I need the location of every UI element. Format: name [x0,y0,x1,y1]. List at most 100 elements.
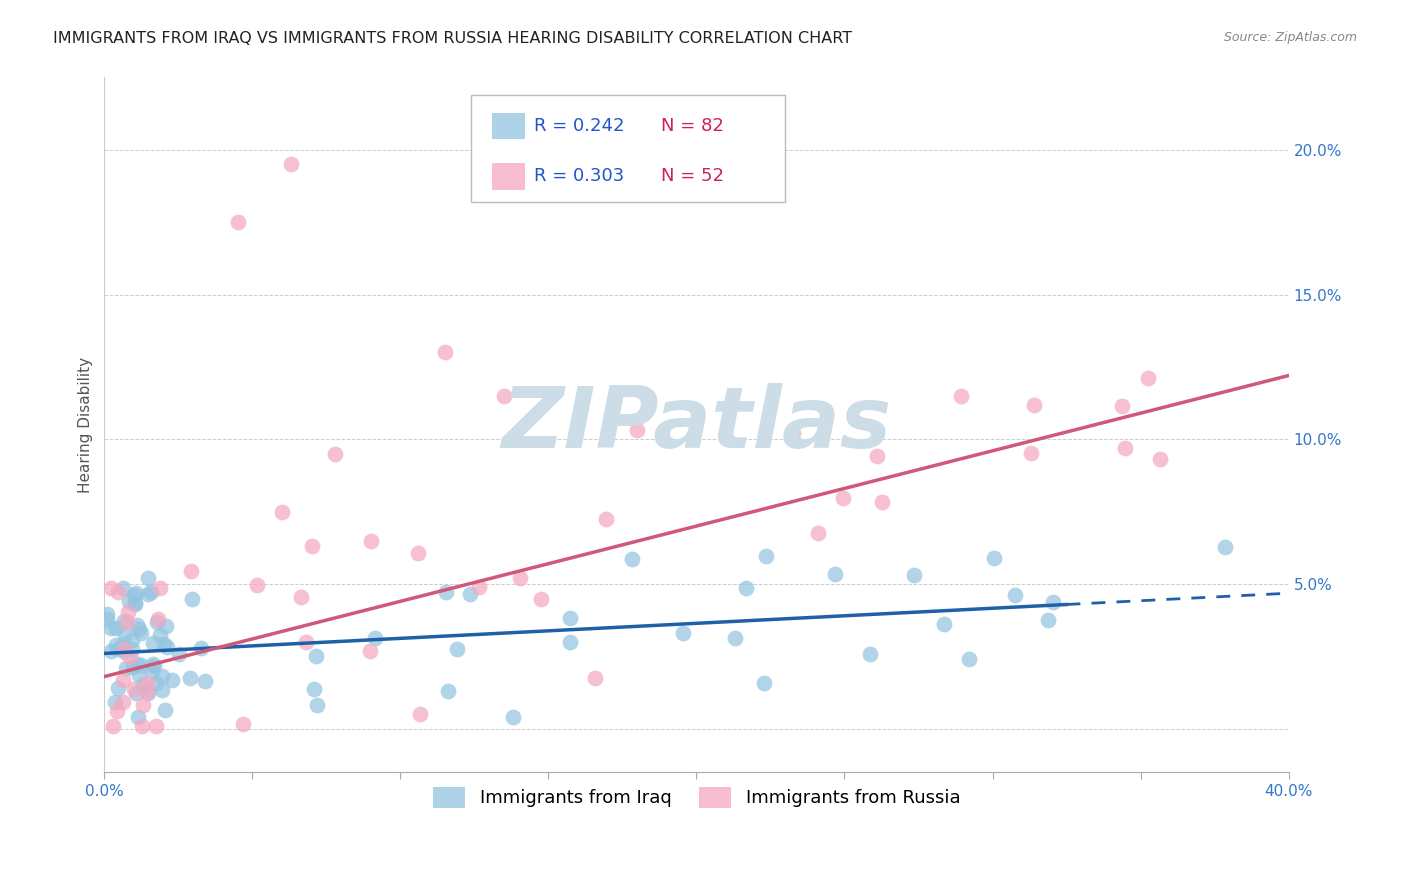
Point [121,641,143,656]
Point [155,619,177,633]
Point [782,425,804,440]
Point [100,581,122,595]
Point [107,681,129,696]
Text: N = 52: N = 52 [661,168,724,186]
Point [752,676,775,690]
Point [121,659,143,673]
Point [141,664,163,678]
Point [190,640,212,655]
Point [125,686,148,700]
Point [153,637,176,651]
Point [866,449,889,463]
Point [101,719,124,733]
Point [363,632,385,646]
Point [305,698,328,712]
Point [155,703,177,717]
Point [125,657,148,672]
Point [128,668,150,682]
Point [983,551,1005,566]
Point [115,615,138,630]
Point [560,635,582,649]
Point [468,580,491,594]
Point [142,657,165,671]
Point [1111,399,1133,413]
Point [136,587,159,601]
Point [359,644,381,658]
Point [620,551,643,566]
Point [446,641,468,656]
Point [437,684,460,698]
Point [124,589,146,603]
Bar [492,112,524,139]
Point [118,650,141,665]
Point [115,661,138,675]
Point [125,585,148,599]
Point [406,546,429,560]
Text: ZIPatlas: ZIPatlas [502,384,891,467]
Point [271,505,294,519]
Point [807,525,830,540]
Point [502,710,524,724]
Point [672,625,695,640]
Point [302,681,325,696]
Point [859,647,882,661]
Point [1019,446,1042,460]
Point [131,719,153,733]
Point [458,587,481,601]
Point [360,533,382,548]
Point [180,564,202,578]
Point [118,594,141,608]
Point [1136,371,1159,385]
Point [957,651,980,665]
Point [150,669,173,683]
Point [408,707,430,722]
Point [232,717,254,731]
Point [932,616,955,631]
Point [132,678,155,692]
Point [124,597,146,611]
Point [831,491,853,505]
Text: R = 0.303: R = 0.303 [534,168,624,186]
Point [131,626,153,640]
Point [246,577,269,591]
Point [1114,441,1136,455]
FancyBboxPatch shape [471,95,786,202]
Point [724,631,747,645]
Point [560,611,582,625]
Point [872,494,894,508]
Point [100,644,122,658]
Y-axis label: Hearing Disability: Hearing Disability [79,357,93,492]
Point [179,671,201,685]
Point [122,681,145,696]
Point [160,673,183,687]
Point [194,674,217,689]
Point [301,539,323,553]
Point [323,447,346,461]
Point [509,571,531,585]
Point [295,634,318,648]
Point [129,657,152,672]
Point [433,345,456,359]
Point [103,695,125,709]
Text: Source: ZipAtlas.com: Source: ZipAtlas.com [1223,31,1357,45]
Point [1213,541,1236,555]
Point [492,389,515,403]
Text: IMMIGRANTS FROM IRAQ VS IMMIGRANTS FROM RUSSIA HEARING DISABILITY CORRELATION CH: IMMIGRANTS FROM IRAQ VS IMMIGRANTS FROM … [53,31,852,46]
Point [626,423,648,437]
Point [114,626,136,640]
Point [1042,595,1064,609]
Point [104,621,127,635]
Point [595,511,617,525]
Point [112,615,135,629]
Text: R = 0.242: R = 0.242 [534,117,624,135]
Point [132,698,155,713]
Point [111,637,134,651]
Point [903,567,925,582]
Point [949,389,972,403]
Point [96,607,118,621]
Point [145,676,167,690]
Point [824,567,846,582]
Point [734,581,756,595]
Point [117,605,139,619]
Point [125,618,148,632]
